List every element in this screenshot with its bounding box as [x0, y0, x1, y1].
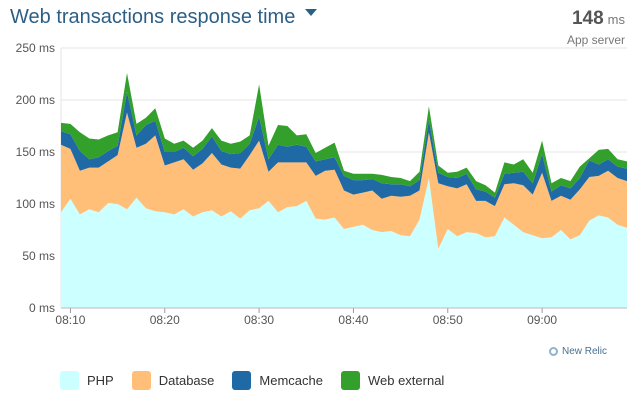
y-tick-label: 250 ms	[16, 41, 55, 55]
chart-title-text: Web transactions response time	[10, 6, 296, 28]
x-tick-label: 08:20	[150, 313, 180, 327]
x-tick-label: 09:00	[527, 313, 557, 327]
brand-label: New Relic	[561, 346, 607, 357]
chart-title[interactable]: Web transactions response time	[10, 6, 318, 29]
legend-item-web-external[interactable]: Web external	[340, 371, 445, 390]
title-dropdown-caret-icon[interactable]	[305, 9, 318, 17]
y-tick-label: 200 ms	[16, 93, 55, 107]
new-relic-badge: New Relic	[548, 346, 607, 357]
legend-swatch	[232, 371, 252, 390]
summary-label: App server	[566, 33, 625, 47]
series-area-memcache	[61, 91, 627, 207]
legend-item-memcache[interactable]: Memcache	[232, 371, 323, 390]
legend-swatch	[340, 371, 360, 390]
chart-legend: PHP Database Memcache Web external	[60, 371, 444, 390]
y-tick-label: 100 ms	[16, 197, 55, 211]
x-tick-label: 08:10	[55, 313, 85, 327]
y-tick-label: 50 ms	[22, 249, 55, 263]
axes: 0 ms 50 ms 100 ms 150 ms 200 ms 250 ms 08:10 08…	[16, 41, 627, 327]
area-series	[61, 73, 627, 308]
legend-item-php[interactable]: PHP	[60, 371, 114, 390]
series-area-php	[61, 178, 627, 308]
legend-swatch	[131, 371, 151, 390]
y-tick-label: 0 ms	[29, 301, 55, 315]
legend-label: PHP	[87, 373, 114, 388]
legend-label: Web external	[367, 373, 445, 388]
summary-unit: ms	[607, 12, 625, 27]
x-tick-label: 08:30	[244, 313, 274, 327]
x-tick-label: 08:50	[433, 313, 463, 327]
legend-label: Memcache	[259, 373, 323, 388]
y-tick-label: 150 ms	[16, 145, 55, 159]
legend-label: Database	[158, 373, 215, 388]
series-area-database	[61, 112, 627, 249]
series-area-web-external	[61, 73, 627, 198]
legend-item-database[interactable]: Database	[131, 371, 215, 390]
new-relic-logo-icon	[548, 347, 558, 356]
x-tick-label: 08:40	[338, 313, 368, 327]
summary-value: 148	[571, 8, 604, 29]
legend-swatch	[60, 371, 79, 390]
response-summary: 148 ms App server	[567, 8, 625, 47]
